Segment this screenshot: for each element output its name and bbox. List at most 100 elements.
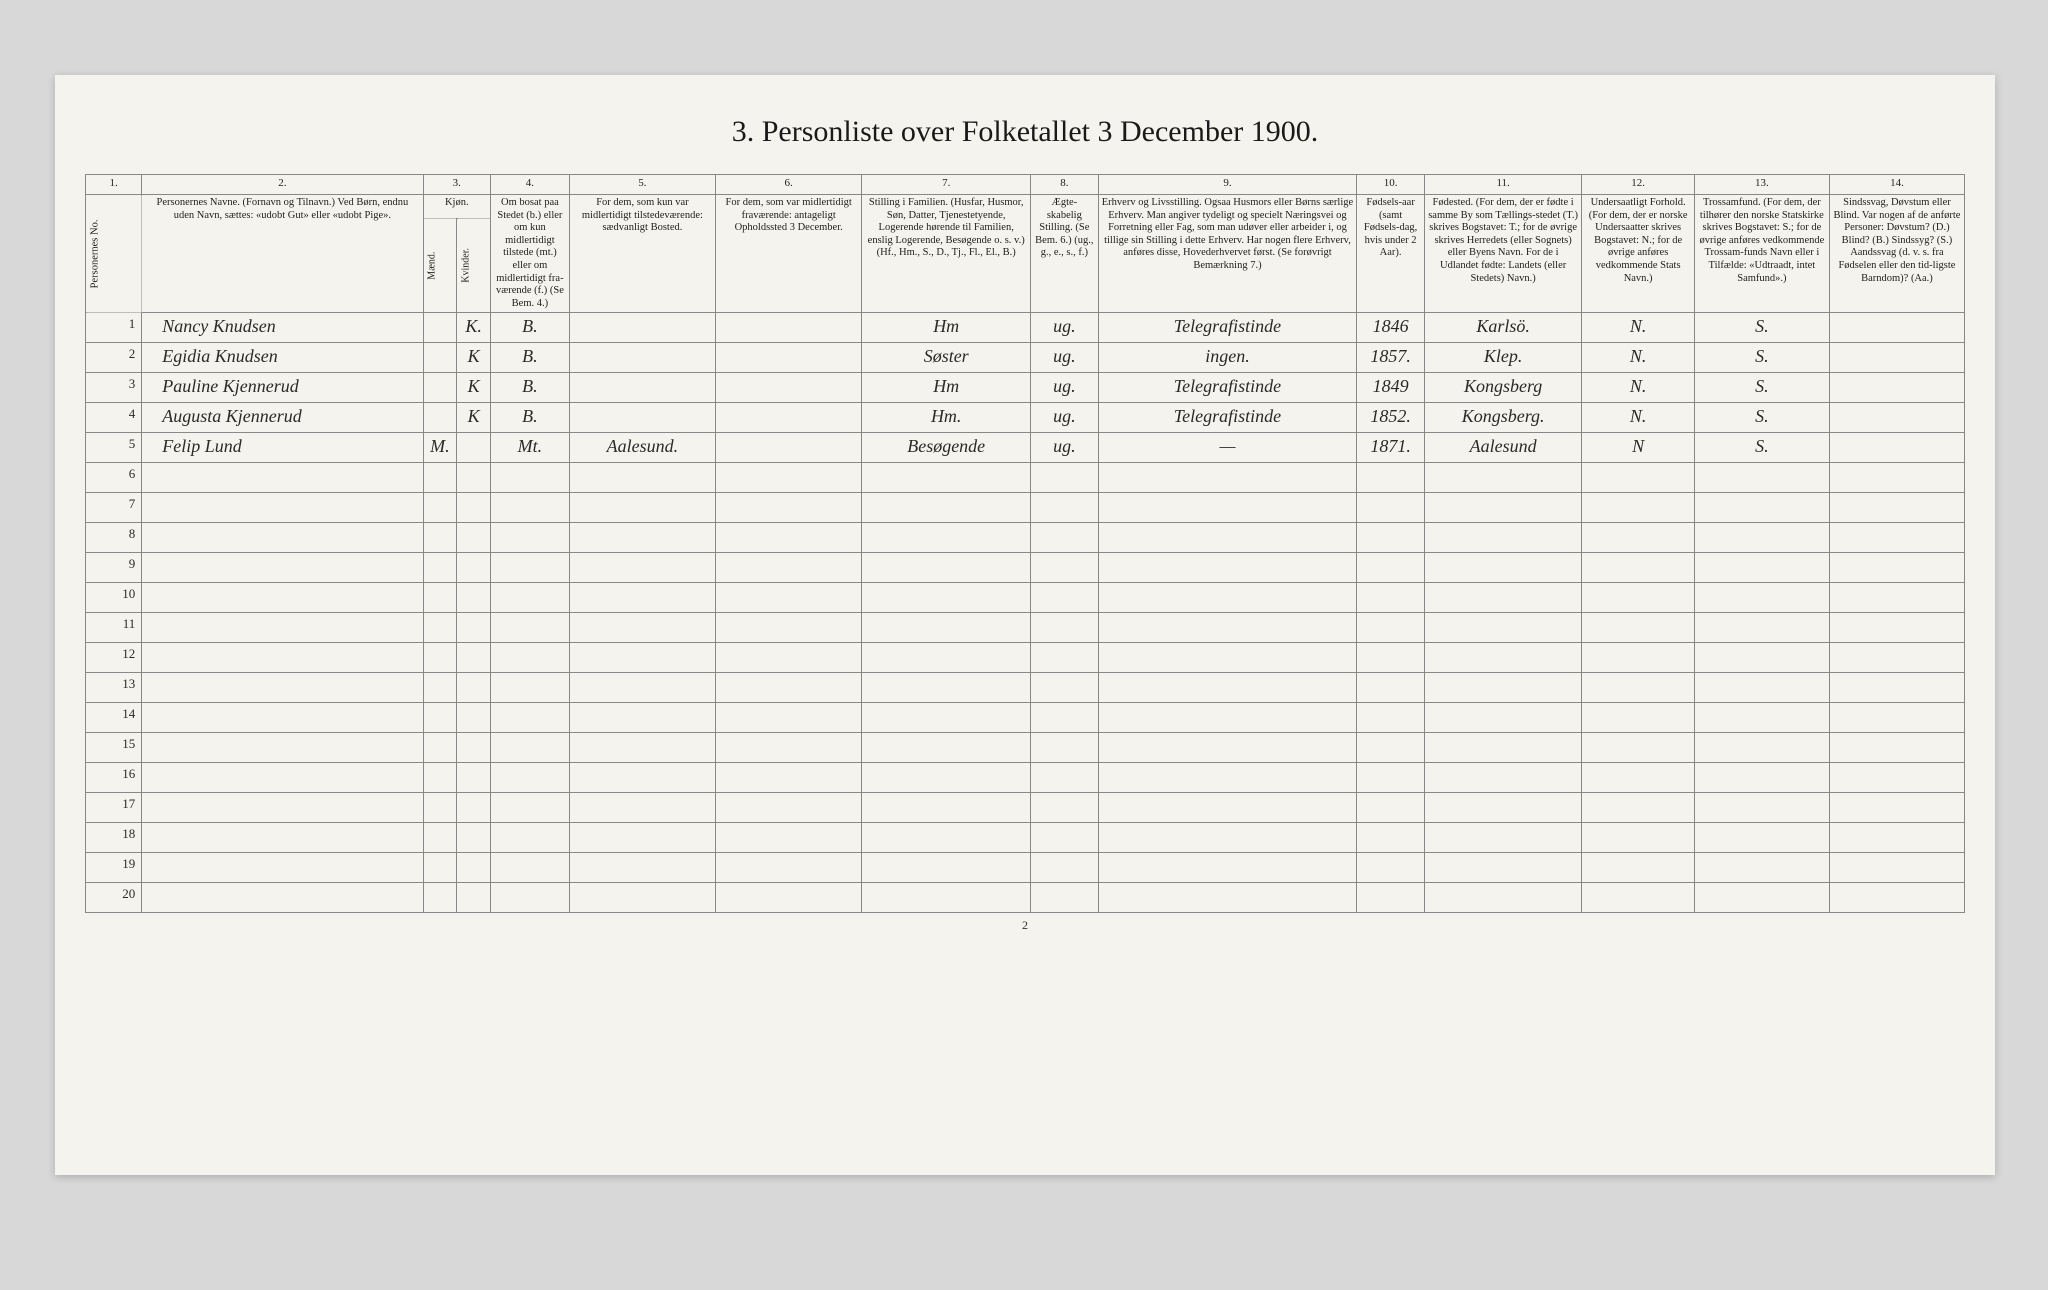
cell-occupation — [1098, 763, 1357, 793]
cell-temp-place — [569, 823, 715, 853]
cell-birth-year — [1357, 493, 1425, 523]
cell-residence: B. — [491, 373, 570, 403]
cell-birth-year: 1871. — [1357, 433, 1425, 463]
cell-female: K — [457, 373, 491, 403]
cell-marital — [1031, 493, 1099, 523]
header-marital: Ægte-skabelig Stilling. (Se Bem. 6.) (ug… — [1031, 195, 1099, 313]
table-row: 13 — [86, 673, 1965, 703]
cell-occupation — [1098, 643, 1357, 673]
cell-temp-place — [569, 763, 715, 793]
cell-nationality — [1582, 733, 1695, 763]
cell-residence: B. — [491, 343, 570, 373]
cell-male — [423, 403, 457, 433]
cell-marital — [1031, 823, 1099, 853]
cell-nationality — [1582, 823, 1695, 853]
cell-name: Augusta Kjennerud — [142, 403, 423, 433]
cell-birthplace — [1424, 583, 1582, 613]
cell-nationality — [1582, 883, 1695, 913]
cell-temp-place — [569, 583, 715, 613]
cell-disability — [1829, 343, 1964, 373]
cell-nationality — [1582, 583, 1695, 613]
row-number: 15 — [86, 733, 142, 763]
cell-birth-year — [1357, 463, 1425, 493]
table-row: 16 — [86, 763, 1965, 793]
cell-male — [423, 823, 457, 853]
cell-male — [423, 463, 457, 493]
cell-nationality — [1582, 553, 1695, 583]
cell-male — [423, 493, 457, 523]
cell-marital — [1031, 613, 1099, 643]
cell-temp-place — [569, 493, 715, 523]
cell-absent-place — [716, 733, 862, 763]
cell-religion — [1694, 793, 1829, 823]
header-names: Personernes Navne. (Fornavn og Tilnavn.)… — [142, 195, 423, 313]
col-number: 11. — [1424, 175, 1582, 195]
cell-absent-place — [716, 613, 862, 643]
cell-birth-year: 1852. — [1357, 403, 1425, 433]
table-row: 20 — [86, 883, 1965, 913]
cell-temp-place — [569, 673, 715, 703]
cell-position — [862, 853, 1031, 883]
cell-temp-place — [569, 313, 715, 343]
header-birth-year: Fødsels-aar (samt Fødsels-dag, hvis unde… — [1357, 195, 1425, 313]
cell-female — [457, 853, 491, 883]
cell-position — [862, 703, 1031, 733]
table-row: 14 — [86, 703, 1965, 733]
cell-occupation — [1098, 583, 1357, 613]
row-number: 12 — [86, 643, 142, 673]
cell-female — [457, 883, 491, 913]
cell-marital — [1031, 703, 1099, 733]
cell-female: K — [457, 343, 491, 373]
cell-temp-place: Aalesund. — [569, 433, 715, 463]
cell-residence — [491, 613, 570, 643]
cell-occupation — [1098, 793, 1357, 823]
table-row: 9 — [86, 553, 1965, 583]
cell-birthplace — [1424, 493, 1582, 523]
cell-position — [862, 793, 1031, 823]
cell-name — [142, 583, 423, 613]
cell-birthplace: Karlsö. — [1424, 313, 1582, 343]
col-number: 13. — [1694, 175, 1829, 195]
cell-female — [457, 613, 491, 643]
table-header: 1. 2. 3. 4. 5. 6. 7. 8. 9. 10. 11. 12. 1… — [86, 175, 1965, 313]
cell-birthplace — [1424, 763, 1582, 793]
cell-name — [142, 703, 423, 733]
cell-birth-year — [1357, 793, 1425, 823]
cell-position: Hm. — [862, 403, 1031, 433]
cell-marital: ug. — [1031, 343, 1099, 373]
cell-disability — [1829, 433, 1964, 463]
cell-occupation — [1098, 853, 1357, 883]
cell-position — [862, 673, 1031, 703]
cell-residence — [491, 823, 570, 853]
cell-name: Egidia Knudsen — [142, 343, 423, 373]
cell-birthplace: Klep. — [1424, 343, 1582, 373]
cell-disability — [1829, 793, 1964, 823]
cell-religion — [1694, 823, 1829, 853]
cell-absent-place — [716, 853, 862, 883]
cell-position: Besøgende — [862, 433, 1031, 463]
cell-temp-place — [569, 853, 715, 883]
row-number: 17 — [86, 793, 142, 823]
cell-birthplace — [1424, 553, 1582, 583]
cell-birthplace — [1424, 613, 1582, 643]
cell-residence — [491, 493, 570, 523]
cell-religion — [1694, 463, 1829, 493]
cell-nationality — [1582, 673, 1695, 703]
cell-residence: B. — [491, 313, 570, 343]
cell-occupation: ingen. — [1098, 343, 1357, 373]
cell-marital — [1031, 463, 1099, 493]
cell-temp-place — [569, 883, 715, 913]
cell-nationality: N. — [1582, 343, 1695, 373]
cell-occupation — [1098, 493, 1357, 523]
cell-nationality — [1582, 853, 1695, 883]
cell-nationality: N. — [1582, 313, 1695, 343]
cell-marital: ug. — [1031, 403, 1099, 433]
cell-occupation: Telegrafistinde — [1098, 373, 1357, 403]
row-number: 11 — [86, 613, 142, 643]
cell-position — [862, 613, 1031, 643]
cell-nationality — [1582, 613, 1695, 643]
cell-temp-place — [569, 403, 715, 433]
table-row: 17 — [86, 793, 1965, 823]
cell-disability — [1829, 733, 1964, 763]
cell-marital — [1031, 883, 1099, 913]
